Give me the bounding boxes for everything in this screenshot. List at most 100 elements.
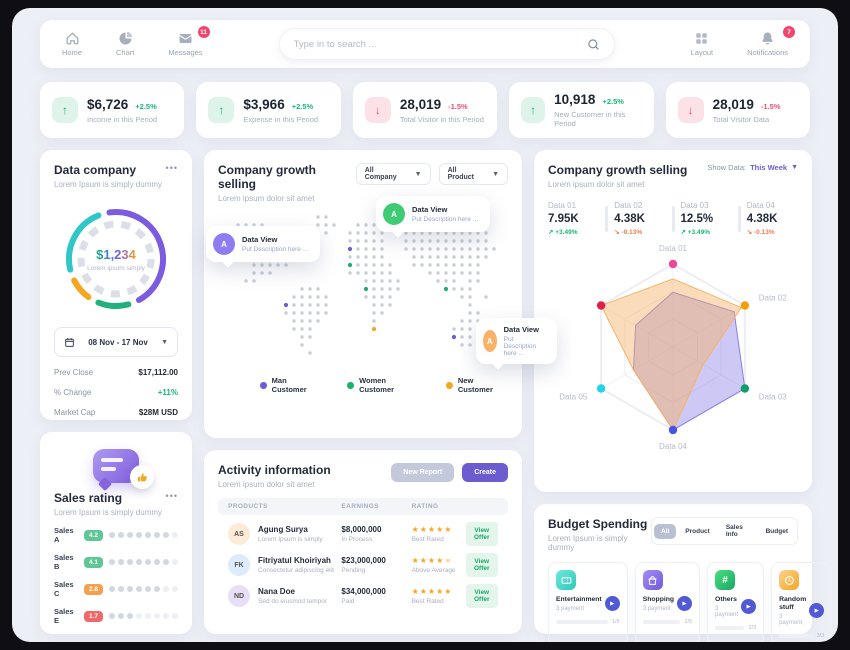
sales-row: Sales B 4.1 — [54, 553, 178, 571]
stat-row-market-cap: Market Cap $28M USD — [54, 408, 178, 417]
stat-label: Market Cap — [54, 408, 96, 417]
legend-item: Man Customer — [260, 376, 321, 394]
budget-item-entertainment: Entertainment 3 payment ▶ 1/5 — [548, 562, 628, 642]
data-view-tooltip[interactable]: A Data View Put Description here ... — [476, 318, 557, 364]
nav-item-chart[interactable]: Chart — [116, 31, 134, 57]
svg-text:Data 04: Data 04 — [659, 442, 688, 451]
tab-all[interactable]: All — [653, 523, 677, 539]
radar-chart-svg: Data 01 Data 02 Data 03 Data 04 Data 05 — [559, 244, 788, 451]
filter-label: All Product — [447, 167, 475, 181]
play-button[interactable]: ▶ — [677, 596, 693, 612]
map-legend: Man Customer Women Customer New Customer — [218, 376, 508, 394]
earning-status: In Process — [341, 536, 373, 543]
nav-item-notifications[interactable]: 7 Notifications — [747, 26, 795, 57]
kpi-label: Income in this Period — [87, 114, 158, 124]
stat-label: Prev Close — [54, 368, 94, 377]
nav-label: Messages — [168, 48, 203, 57]
new-report-button[interactable]: New Report — [391, 463, 455, 482]
card-subtitle: Lorem ipsum dolor sit amet — [218, 480, 315, 489]
card-subtitle: Lorem Ipsum is simply dummy — [54, 508, 163, 517]
layout-grid-icon — [696, 33, 708, 44]
svg-text:Data 05: Data 05 — [559, 393, 588, 402]
clock-icon — [779, 570, 800, 590]
divider — [737, 205, 741, 232]
activity-information-card: Activity information Lorem ipsum dolor s… — [204, 450, 522, 634]
card-title: Sales rating — [54, 491, 123, 505]
product-desc: Lorem Ipsum is simply — [258, 536, 323, 543]
tooltip-desc: Put Description here ... — [242, 246, 309, 253]
tab-budget[interactable]: Budget — [765, 527, 788, 535]
product-filter-select[interactable]: All Product ▼ — [438, 163, 508, 185]
budget-sub: 3 payment — [779, 613, 803, 626]
earning-value: $8,000,000 — [341, 525, 382, 534]
view-offer-button[interactable]: View Offer — [465, 584, 498, 608]
date-range-selector[interactable]: 08 Nov - 17 Nov ▼ — [54, 327, 178, 357]
sales-name: Sales A — [54, 526, 74, 544]
company-filter-select[interactable]: All Company ▼ — [355, 163, 431, 185]
earning-status: Paid — [341, 598, 355, 605]
search-bar[interactable] — [278, 28, 615, 60]
bell-icon — [762, 32, 773, 45]
play-button[interactable]: ▶ — [741, 599, 757, 615]
stat-label: Data 03 — [680, 201, 709, 210]
rating-dots — [109, 586, 178, 592]
kpi-delta: +2.5% — [135, 101, 157, 111]
kpi-delta: -1.5% — [448, 101, 468, 111]
tooltip-title: Data View — [242, 235, 278, 244]
show-data-select[interactable]: Show Data: This Week ▼ — [707, 163, 798, 172]
avatar: A — [483, 330, 497, 352]
rating-label: Best Rated — [411, 598, 444, 605]
nav-item-layout[interactable]: Layout — [690, 31, 714, 57]
rating-label: Best Rated — [411, 536, 444, 543]
nav-label: Layout — [690, 48, 714, 57]
donut-center-label: Lorem ipsum simply — [87, 264, 145, 272]
progress-fraction: 1/5 — [612, 618, 620, 625]
more-options-button[interactable]: ••• — [165, 491, 178, 501]
chevron-down-icon: ▼ — [492, 170, 499, 178]
search-icon[interactable] — [587, 38, 600, 51]
create-button[interactable]: Create — [462, 463, 508, 482]
product-name: Fitriyatul Khoiriyah — [258, 556, 331, 565]
legend-item: New Customer — [446, 376, 508, 394]
kpi-delta: +2.5% — [602, 97, 624, 106]
product-desc: Consectetur adipiscing elit — [258, 567, 334, 574]
view-offer-button[interactable]: View Offer — [465, 522, 498, 546]
progress-fraction: 2/5 — [684, 618, 693, 625]
nav-item-messages[interactable]: 11 Messages — [168, 26, 210, 57]
sales-rating-illustration — [54, 445, 178, 491]
star-rating: ★★★★★ — [411, 556, 453, 565]
svg-text:Data 03: Data 03 — [759, 393, 788, 402]
data-view-tooltip[interactable]: A Data View Put Description here ... — [376, 196, 491, 232]
budget-item-shopping: Shopping 3 payment ▶ 2/5 — [634, 562, 701, 642]
sales-row: Sales A 4.2 — [54, 526, 178, 544]
filter-label: All Company — [364, 167, 397, 181]
play-button[interactable]: ▶ — [809, 603, 825, 619]
radar-stats-row: Data 01 7.95K ↗ +3.49% Data 02 4.38K ↘ -… — [548, 201, 798, 236]
notifications-badge: 7 — [783, 26, 795, 38]
more-options-button[interactable]: ••• — [165, 163, 178, 173]
data-view-tooltip[interactable]: A Data View Put Description here ... — [206, 226, 321, 262]
kpi-card-income: ↑ $6,726 +2.5% Income in this Period — [40, 82, 185, 138]
legend-label: New Customer — [457, 376, 493, 394]
column-header: PRODUCTS — [228, 503, 268, 510]
view-offer-button[interactable]: View Offer — [465, 553, 498, 577]
kpi-delta: +2.5% — [291, 101, 314, 111]
thumbs-up-icon — [130, 465, 154, 489]
progress-bar — [779, 633, 813, 638]
budget-name: Others — [715, 596, 737, 603]
nav-item-home[interactable]: Home — [62, 31, 82, 57]
tab-sales-info[interactable]: Sales Info — [725, 524, 743, 538]
progress-bar — [556, 619, 609, 624]
budget-name: Entertainment — [556, 596, 602, 603]
tab-product[interactable]: Product — [685, 527, 710, 535]
trend-down-icon: ↓ — [677, 97, 704, 123]
budget-name: Random stuff — [779, 596, 807, 611]
play-button[interactable]: ▶ — [604, 596, 620, 612]
card-title: Company growth selling — [218, 163, 316, 191]
trend-up-icon: ↑ — [52, 97, 78, 123]
budget-sub: 3 payment — [642, 605, 671, 612]
sales-name: Sales C — [54, 580, 74, 598]
search-input[interactable] — [293, 38, 587, 50]
kpi-label: New Customer in this Period — [554, 110, 626, 128]
